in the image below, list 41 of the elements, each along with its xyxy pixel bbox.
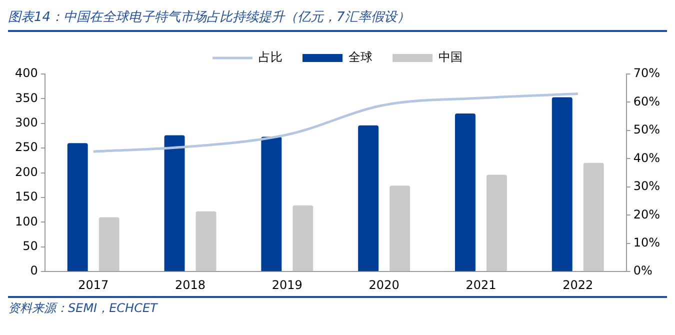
bar (261, 136, 282, 272)
bar (583, 162, 604, 272)
y-tick-label: 300 (15, 116, 38, 130)
y2-tick-label: 40% (633, 150, 660, 165)
y2-tick-label: 50% (633, 122, 660, 137)
y-tick-label: 150 (15, 190, 38, 204)
legend-label: 全球 (348, 50, 372, 64)
y2-tick-label: 20% (633, 207, 660, 222)
y2-tick-label: 60% (633, 94, 660, 108)
bar (164, 135, 185, 272)
y-tick-label: 350 (15, 90, 38, 105)
bar (390, 186, 410, 272)
x-tick-label: 2022 (562, 278, 594, 292)
x-tick-label: 2019 (272, 278, 302, 292)
y2-tick-label: 10% (633, 235, 660, 250)
y2-tick-label: 0% (633, 264, 652, 278)
bar (67, 143, 88, 272)
x-tick-label: 2021 (466, 278, 496, 292)
bar (292, 205, 314, 272)
bar (552, 97, 572, 272)
bar (196, 211, 216, 272)
bar (98, 217, 120, 272)
legend-label: 中国 (438, 50, 462, 64)
x-tick-label: 2017 (78, 278, 109, 292)
line-series (92, 92, 580, 153)
y-tick-label: 0 (30, 264, 38, 278)
y2-tick-label: 70% (633, 66, 660, 80)
x-tick-label: 2020 (368, 278, 400, 292)
legend-label: 占比 (258, 50, 282, 64)
bar (358, 125, 379, 272)
x-tick-label: 2018 (174, 278, 206, 292)
y-tick-label: 100 (15, 214, 38, 228)
y2-tick-label: 30% (633, 179, 660, 194)
y-tick-label: 50 (22, 239, 38, 254)
bar (454, 114, 476, 272)
text: 资料来源：SEMI，ECHCET (8, 296, 667, 317)
y-tick-label: 400 (15, 66, 38, 80)
y-tick-label: 200 (15, 164, 38, 179)
chart-title: 图表14：中国在全球电子特气市场占比持续提升（亿元，7汇率假设） (8, 8, 667, 32)
y-tick-label: 250 (15, 140, 38, 154)
bar (486, 174, 507, 272)
